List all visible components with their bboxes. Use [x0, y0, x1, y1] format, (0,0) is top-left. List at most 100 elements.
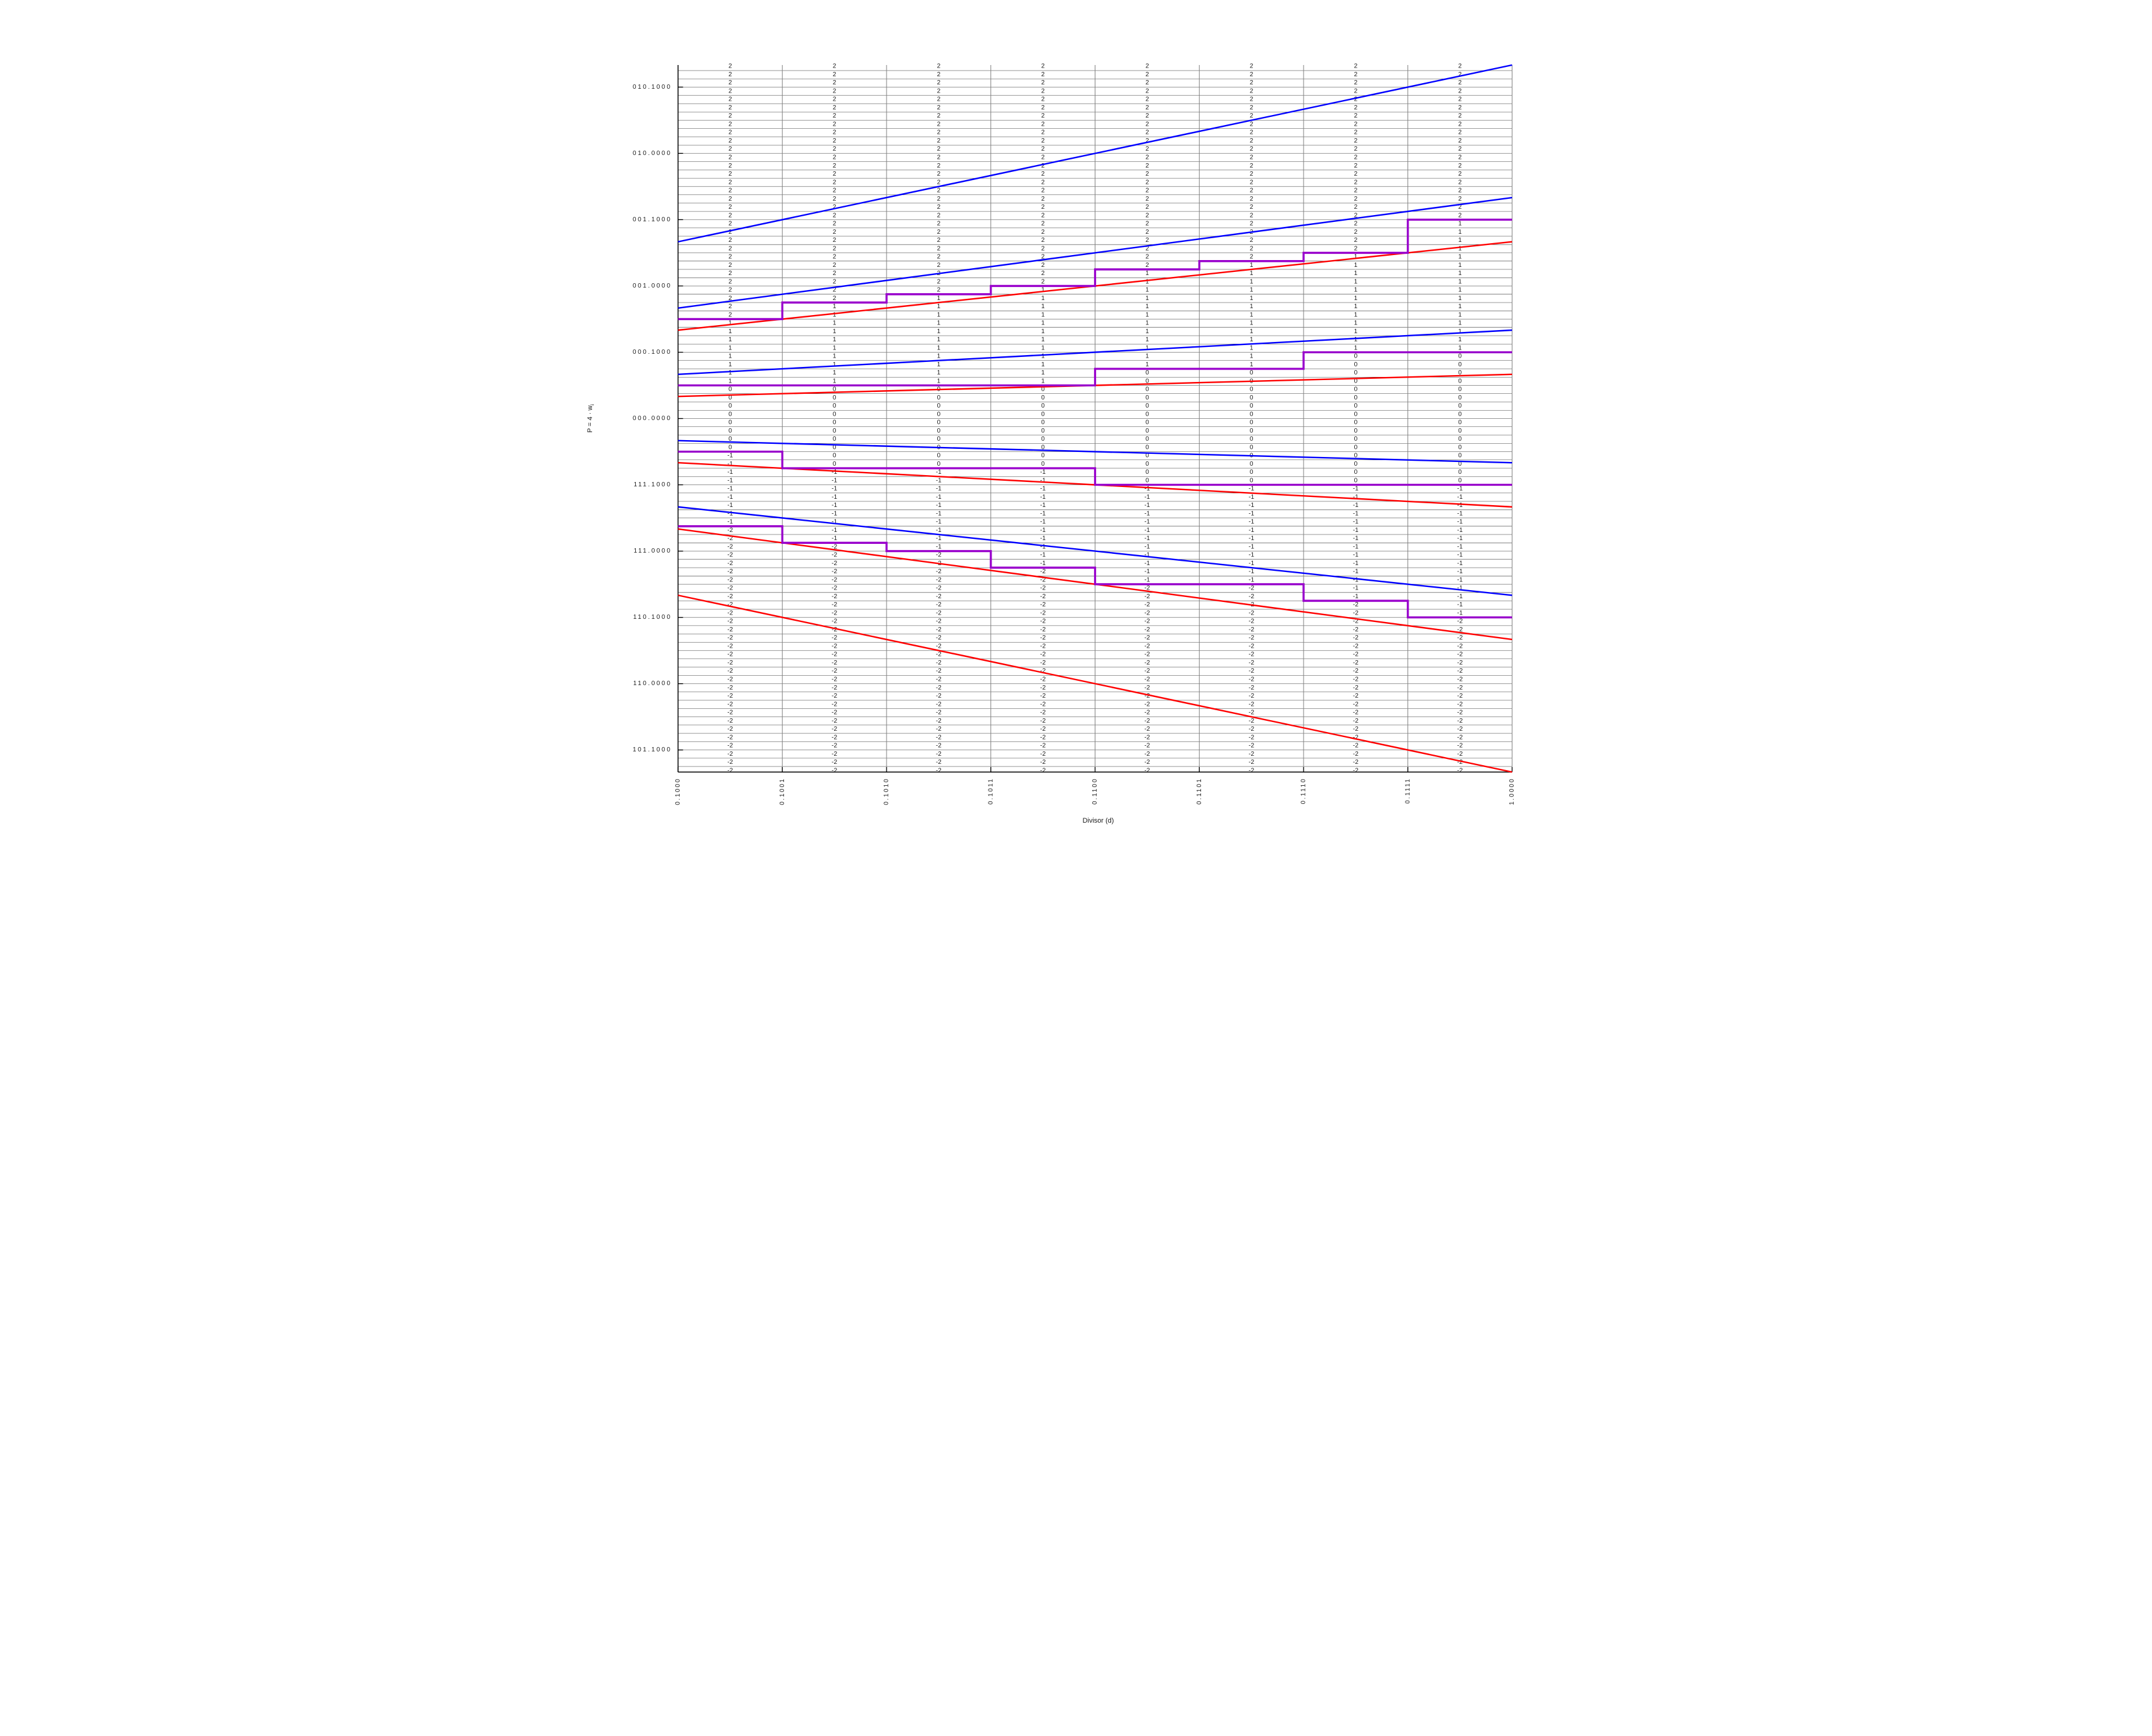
- cell-digit: 2: [1041, 129, 1045, 136]
- selection-staircase-m2: [678, 218, 1512, 321]
- cell-digit: 2: [832, 113, 836, 119]
- cell-digit: -1: [1457, 519, 1462, 526]
- cell-digit: 1: [1458, 311, 1462, 318]
- cell-digit: 2: [1354, 96, 1357, 103]
- cell-digit: -2: [1457, 710, 1462, 716]
- cell-digit: -2: [1040, 734, 1045, 741]
- cell-digit: -2: [1457, 743, 1462, 750]
- cell-digit: -2: [832, 560, 837, 567]
- cell-digit: -2: [935, 701, 941, 708]
- cell-digit: 2: [1145, 104, 1149, 111]
- cell-digit: -1: [1144, 510, 1150, 517]
- cell-digit: -2: [727, 643, 733, 650]
- cell-digit: 2: [1458, 96, 1462, 103]
- y-tick-label: 001.0000: [632, 283, 671, 289]
- cell-digit: 2: [1041, 254, 1045, 261]
- cell-digit: 2: [937, 88, 940, 94]
- cell-digit: 2: [832, 287, 836, 294]
- cell-digit: 0: [1249, 411, 1253, 418]
- cell-digit: 1: [1458, 270, 1462, 277]
- cell-digit: 1: [1249, 336, 1253, 343]
- cell-digit: -2: [727, 601, 733, 608]
- cell-digit: 2: [728, 311, 732, 318]
- cell-digit: -1: [1352, 543, 1358, 550]
- cell-digit: 2: [1041, 262, 1045, 269]
- cell-digit: 2: [937, 104, 940, 111]
- cell-digit: -2: [1144, 651, 1150, 658]
- cell-digit: -2: [935, 651, 941, 658]
- cell-digit: -2: [1352, 601, 1358, 608]
- cell-digit: -1: [1457, 610, 1462, 616]
- cell-digit: -2: [1144, 626, 1150, 633]
- cell-digit: 2: [1145, 204, 1149, 211]
- cell-digit: 2: [728, 221, 732, 228]
- cell-digit: 2: [832, 295, 836, 302]
- cell-digit: 0: [937, 453, 940, 459]
- cell-digit: 1: [1354, 311, 1357, 318]
- cell-digit: -2: [935, 610, 941, 616]
- cell-digit: -1: [935, 535, 941, 542]
- cell-digit: -2: [935, 668, 941, 675]
- cell-digit: 2: [1249, 245, 1253, 252]
- cell-digit: 2: [1354, 179, 1357, 186]
- cell-digit: 1: [1354, 278, 1357, 285]
- cell-digit: 0: [1354, 361, 1357, 368]
- cell-digit: -2: [1144, 635, 1150, 641]
- x-tick-label: 0.1000: [675, 778, 681, 805]
- cell-digit: 1: [1458, 278, 1462, 285]
- cell-digit: -2: [1040, 726, 1045, 733]
- cell-digit: -2: [1352, 626, 1358, 633]
- cell-digit: -2: [1144, 610, 1150, 616]
- cell-digit: -2: [935, 568, 941, 575]
- cell-digit: 2: [937, 254, 940, 261]
- x-tick-label: 0.1011: [987, 778, 994, 805]
- cell-digit: -2: [1457, 618, 1462, 625]
- upper-bound-lines: [677, 64, 1512, 596]
- cell-digit: 2: [937, 113, 940, 119]
- cell-digit: -2: [727, 626, 733, 633]
- cell-digit: -1: [935, 527, 941, 534]
- cell-digit: -1: [1249, 552, 1254, 559]
- cell-digit: -2: [1144, 593, 1150, 600]
- cell-digit: -2: [1144, 643, 1150, 650]
- cell-digit: 2: [1354, 204, 1357, 211]
- cell-digit: -2: [935, 576, 941, 583]
- cell-digit: 0: [1145, 469, 1149, 476]
- cell-digit: 2: [1249, 138, 1253, 144]
- selection-staircase-m0: [678, 450, 1512, 486]
- cell-digit: -1: [1457, 486, 1462, 493]
- cell-digit: -2: [1144, 743, 1150, 750]
- cell-digit: 1: [1041, 295, 1045, 302]
- cell-digit: 2: [1145, 237, 1149, 244]
- cell-digit: 1: [1041, 287, 1045, 294]
- cell-digit: -2: [832, 701, 837, 708]
- cell-digit: -2: [727, 710, 733, 716]
- cell-digit: 1: [832, 311, 836, 318]
- cell-digit: 2: [832, 104, 836, 111]
- cell-digit: -2: [832, 626, 837, 633]
- cell-digit: 0: [1249, 444, 1253, 451]
- cell-digit: 2: [1249, 146, 1253, 153]
- cell-digit: -2: [832, 718, 837, 725]
- cell-digit: -2: [727, 552, 733, 559]
- cell-digit: 2: [1249, 121, 1253, 128]
- cell-digit: 0: [1041, 394, 1045, 401]
- cell-digit: -2: [1249, 593, 1254, 600]
- cell-digit: 0: [832, 411, 836, 418]
- cell-digit: -2: [1457, 643, 1462, 650]
- cell-digit: -1: [1144, 560, 1150, 567]
- cell-digit: 2: [1249, 171, 1253, 178]
- cell-digit: -1: [1352, 568, 1358, 575]
- cell-digit: -2: [1040, 668, 1045, 675]
- cell-digit: 1: [1041, 303, 1045, 310]
- cell-digit: 2: [1145, 129, 1149, 136]
- cell-digit: -2: [1249, 685, 1254, 691]
- cell-digit: 2: [1145, 71, 1149, 78]
- cell-digit: 2: [1145, 188, 1149, 194]
- cell-digit: 1: [1354, 320, 1357, 327]
- cell-digit: 1: [1041, 361, 1045, 368]
- cell-digit: -2: [1249, 635, 1254, 641]
- cell-digit: -2: [727, 751, 733, 758]
- cell-digit: -1: [1144, 527, 1150, 534]
- cell-digit: 0: [1249, 403, 1253, 409]
